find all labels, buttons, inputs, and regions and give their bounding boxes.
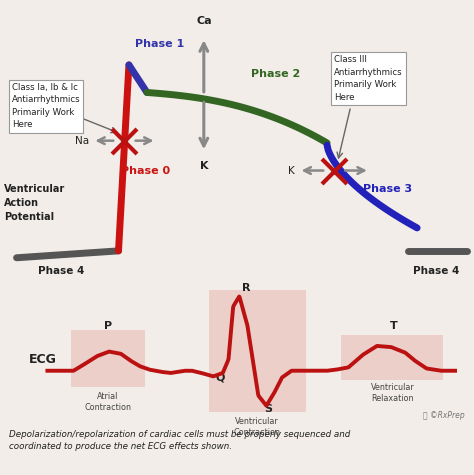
Bar [209,290,306,412]
Text: Atrial
Contraction: Atrial Contraction [84,392,132,412]
Text: Phase 2: Phase 2 [251,69,301,79]
Text: Ⓜ ©RxPrep: Ⓜ ©RxPrep [423,411,465,420]
Text: Depolarization/repolarization of cardiac cells must be properly sequenced and
co: Depolarization/repolarization of cardiac… [9,430,351,451]
Text: Phase 0: Phase 0 [121,165,170,176]
Text: K: K [200,162,208,171]
Text: Ventricular
Contraction: Ventricular Contraction [233,417,281,437]
Text: Class Ia, Ib & Ic
Antiarrhythmics
Primarily Work
Here: Class Ia, Ib & Ic Antiarrhythmics Primar… [12,83,81,130]
Text: Na: Na [75,136,89,146]
Bar [71,330,145,387]
Text: S: S [264,405,272,415]
Text: Ventricular
Action
Potential: Ventricular Action Potential [4,184,65,222]
Text: Phase 4: Phase 4 [413,266,459,276]
Text: Ventricular
Relaxation: Ventricular Relaxation [371,383,414,403]
Text: Phase 3: Phase 3 [363,184,412,194]
Text: Class III
Antiarrhythmics
Primarily Work
Here: Class III Antiarrhythmics Primarily Work… [334,56,403,102]
Text: Q: Q [216,373,225,383]
Text: R: R [242,283,251,293]
Text: Ca: Ca [196,16,211,26]
Text: Phase 1: Phase 1 [135,39,184,49]
Text: K: K [288,165,295,176]
Text: Phase 4: Phase 4 [38,266,85,276]
Text: P: P [104,321,112,331]
Text: ECG: ECG [28,353,56,366]
Text: T: T [390,321,397,331]
Bar [341,334,443,380]
